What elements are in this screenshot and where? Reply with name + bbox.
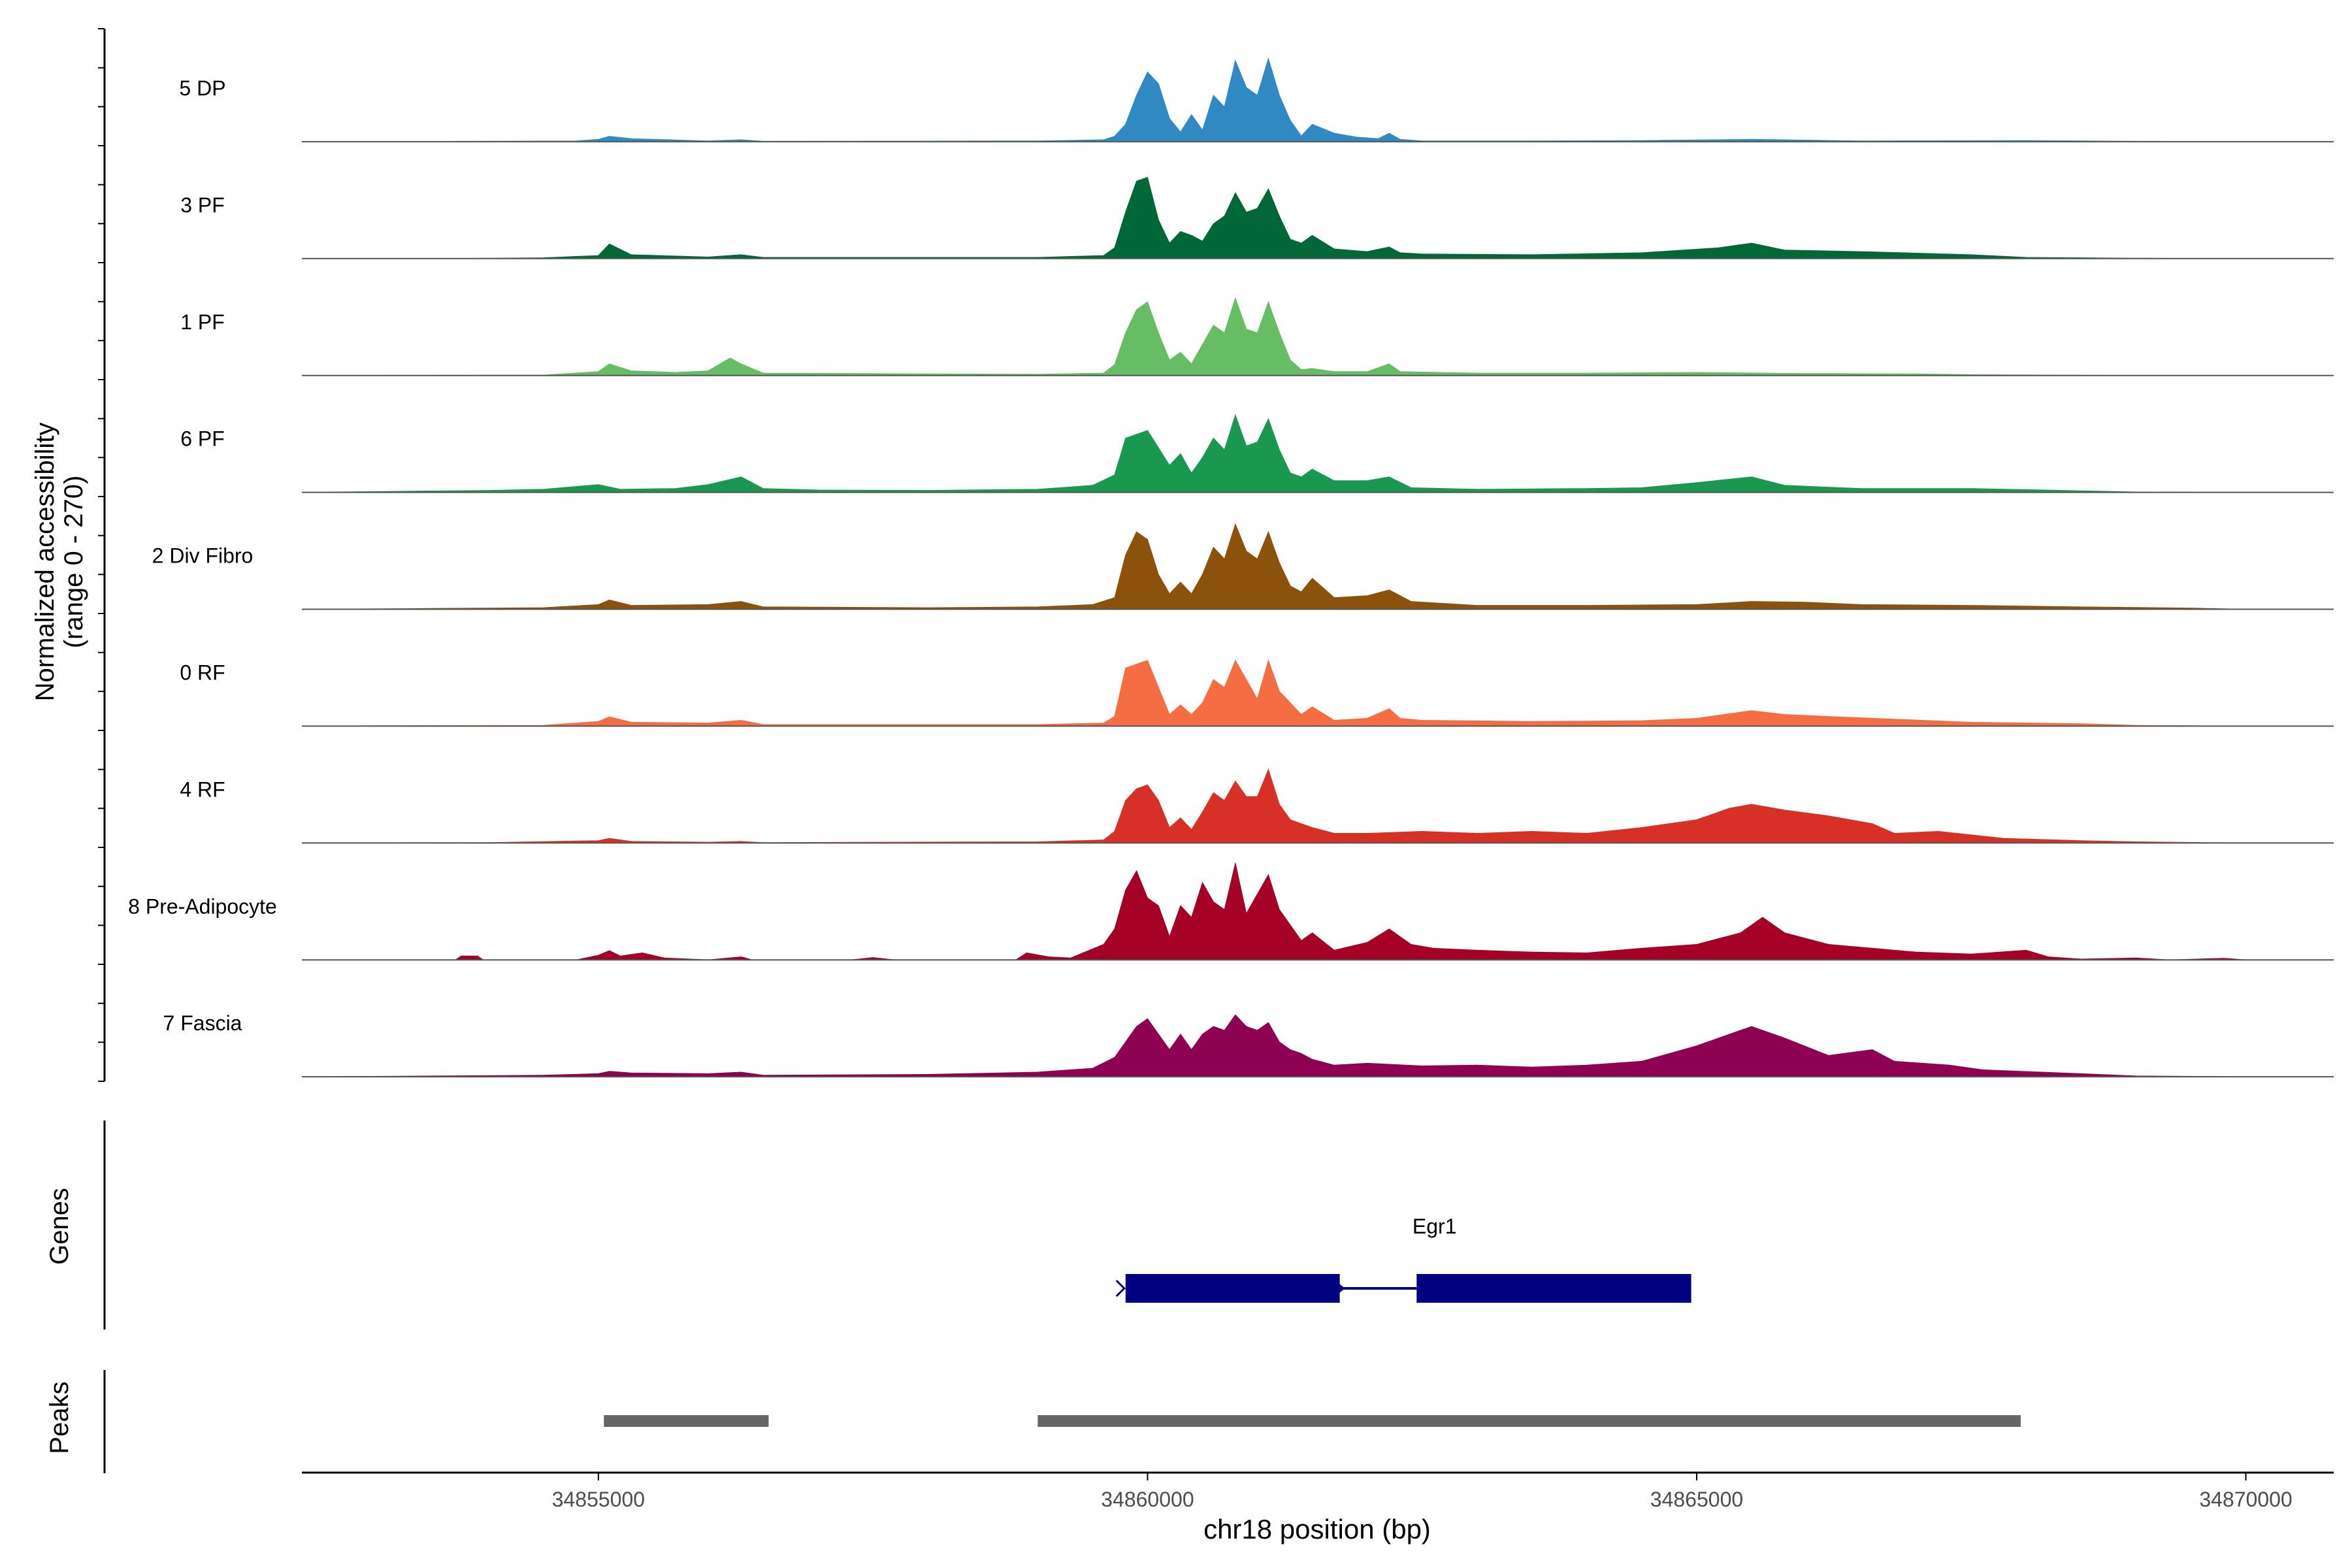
track-label-8-pre-adipocyte: 8 Pre-Adipocyte (128, 894, 277, 918)
track-area-4-rf (301, 768, 2334, 843)
strand-arrow-icon (1337, 1282, 1345, 1295)
left-axes (98, 28, 106, 1473)
peak-region-1 (604, 1415, 769, 1427)
track-area-2-div-fibro (301, 523, 2334, 610)
x-axis: 34855000 34860000 34865000 34870000 (552, 1473, 2293, 1511)
x-axis-tick-label: 34855000 (552, 1488, 645, 1511)
track-area-6-pf (301, 414, 2334, 493)
peaks-track (604, 1415, 2021, 1427)
x-axis-tick-label: 34870000 (2199, 1488, 2292, 1511)
track-area-0-rf (301, 659, 2334, 727)
track-label-3-pf: 3 PF (180, 193, 225, 217)
track-label-6-pf: 6 PF (180, 427, 225, 451)
gene-label-egr1: Egr1 (1413, 1215, 1457, 1238)
track-label-7-fascia: 7 Fascia (163, 1011, 242, 1035)
track-area-8-pre-adipocyte (302, 862, 2334, 960)
track-area-1-pf (301, 297, 2334, 376)
peaks-panel-label: Peaks (45, 1381, 74, 1454)
track-area-3-pf (302, 176, 2334, 259)
gene-exon-1 (1125, 1274, 1340, 1303)
genes-panel-label: Genes (45, 1188, 74, 1265)
strand-arrow-icon (1115, 1279, 1126, 1298)
track-label-1-pf: 1 PF (180, 310, 225, 334)
gene-track (1115, 1274, 1691, 1303)
x-axis-tick-label: 34860000 (1101, 1488, 1194, 1511)
coverage-tracks: 5 DP 3 PF 1 PF 6 PF 2 Div Fibro 0 RF 4 RF 8 Pre… (128, 57, 2334, 1078)
track-area-7-fascia (301, 1014, 2334, 1077)
x-axis-title: chr18 position (bp) (1203, 1514, 1431, 1544)
track-area-5-dp (302, 57, 2334, 142)
y-axis-label-line1: Normalized accessibility (31, 423, 59, 702)
track-label-2-div-fibro: 2 Div Fibro (152, 544, 253, 568)
track-label-5-dp: 5 DP (179, 76, 225, 100)
x-axis-tick-label: 34865000 (1650, 1488, 1743, 1511)
track-label-0-rf: 0 RF (180, 661, 225, 685)
peak-region-2 (1037, 1415, 2021, 1427)
gene-exon-2 (1416, 1274, 1691, 1303)
y-axis-label-line2: (range 0 - 270) (59, 476, 88, 649)
track-label-4-rf: 4 RF (180, 777, 225, 801)
